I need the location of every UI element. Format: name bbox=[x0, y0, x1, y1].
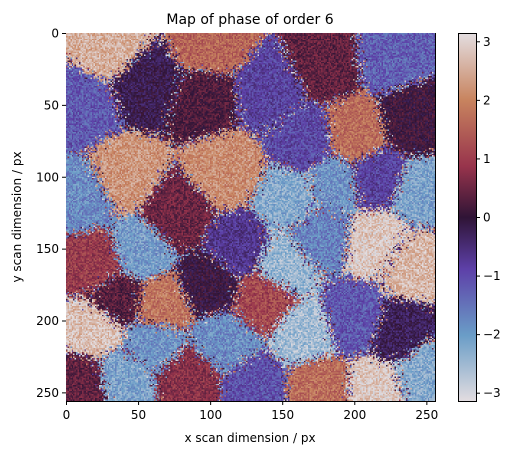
y-axis-ticks: 0 50 100 150 200 250 bbox=[36, 27, 66, 400]
x-tick-label: 100 bbox=[199, 408, 222, 422]
colorbar-tick-label: −2 bbox=[483, 328, 501, 342]
x-tick-label: 250 bbox=[415, 408, 438, 422]
y-tick-label: 50 bbox=[44, 98, 59, 112]
x-tick-label: 200 bbox=[343, 408, 366, 422]
x-tick-label: 50 bbox=[131, 408, 146, 422]
x-tick-label: 150 bbox=[271, 408, 294, 422]
y-axis-label: y scan dimension / px bbox=[10, 151, 24, 282]
y-tick-label: 0 bbox=[51, 27, 59, 41]
colorbar-ticks: 3 2 1 0 −1 −2 −3 bbox=[476, 35, 501, 400]
colorbar-tick-label: 3 bbox=[483, 35, 491, 49]
chart-title: Map of phase of order 6 bbox=[166, 12, 333, 28]
colorbar-tick-label: 2 bbox=[483, 93, 491, 107]
y-tick-label: 250 bbox=[36, 386, 59, 400]
y-tick-label: 100 bbox=[36, 170, 59, 184]
x-axis-ticks: 0 50 100 150 200 250 bbox=[63, 401, 438, 422]
colorbar-tick-label: 1 bbox=[483, 152, 491, 166]
colorbar-tick-label: −1 bbox=[483, 269, 501, 283]
colorbar-tick-label: 0 bbox=[483, 211, 491, 225]
phase-heatmap bbox=[66, 33, 435, 401]
y-tick-label: 200 bbox=[36, 314, 59, 328]
colorbar bbox=[458, 33, 477, 402]
colorbar-tick-label: −3 bbox=[483, 386, 501, 400]
x-axis-label: x scan dimension / px bbox=[184, 431, 315, 445]
y-tick-label: 150 bbox=[36, 242, 59, 256]
x-tick-label: 0 bbox=[63, 408, 71, 422]
